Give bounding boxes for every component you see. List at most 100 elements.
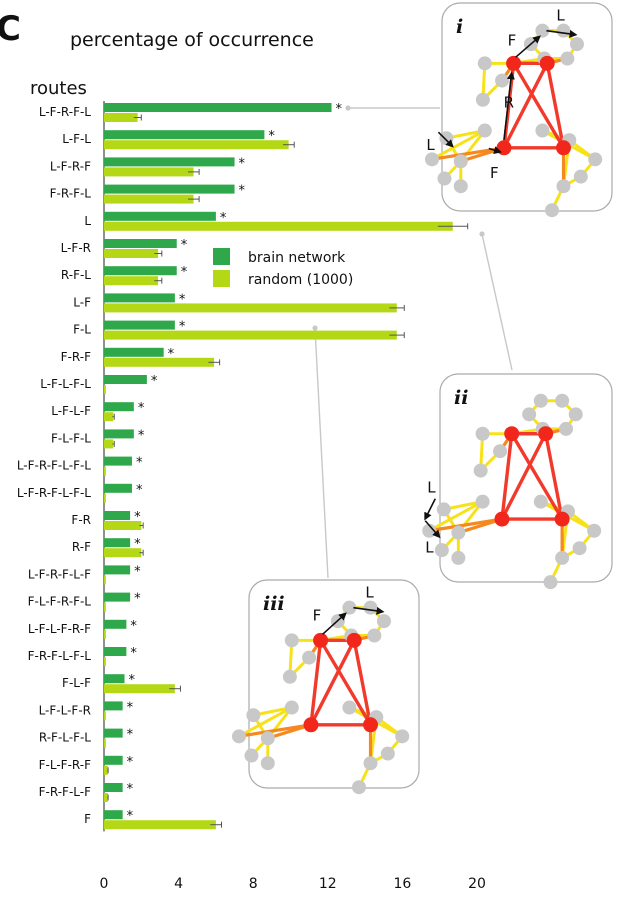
network-node <box>246 708 261 723</box>
route-letter: R <box>504 93 514 111</box>
significance-star-25: * <box>127 782 134 797</box>
hub-node <box>496 140 512 156</box>
significance-star-17: * <box>134 564 141 579</box>
hub-node <box>363 717 379 733</box>
edge-red <box>543 433 564 520</box>
inset-label: ii <box>454 387 468 409</box>
x-tick-label-0: 0 <box>100 876 109 892</box>
legend-swatch-random <box>213 270 230 287</box>
bar-brain-2 <box>104 157 235 167</box>
bar-random-14 <box>104 493 106 503</box>
inset-label: iii <box>263 593 285 615</box>
network-node <box>588 152 603 167</box>
category-label-6: R-F-L <box>61 268 91 282</box>
bar-random-23 <box>104 738 106 748</box>
edge-yellow <box>428 500 484 533</box>
leader-lines <box>312 105 513 579</box>
network-node <box>556 23 571 38</box>
category-label-8: F-L <box>73 323 91 337</box>
category-label-21: F-L-F <box>62 676 91 690</box>
edge-orange <box>428 517 503 533</box>
network-node <box>569 37 584 52</box>
category-label-17: L-F-R-F-L-F <box>28 567 91 581</box>
bar-random-20 <box>104 657 106 666</box>
network-node <box>284 633 299 648</box>
category-label-23: R-F-L-F-L <box>39 731 91 745</box>
category-label-10: L-F-L-F-L <box>40 377 91 391</box>
edge-red <box>510 432 564 520</box>
network-node <box>475 92 490 107</box>
category-label-13: L-F-R-F-L-F-L <box>17 459 91 473</box>
route-arrow <box>546 29 578 38</box>
x-tick-label-2: 8 <box>249 876 258 892</box>
hub-node <box>539 55 555 71</box>
network-node <box>572 541 587 556</box>
x-tick-label-5: 20 <box>468 876 486 892</box>
category-label-25: F-R-F-L-F <box>39 785 91 799</box>
edge-red <box>309 639 356 726</box>
category-label-19: L-F-L-F-R-F <box>28 622 91 636</box>
significance-star-0: * <box>336 102 343 117</box>
network-node <box>352 780 366 795</box>
legend: brain network random (1000) <box>213 248 353 288</box>
bar-brain-7 <box>104 293 175 303</box>
network-node <box>493 444 508 459</box>
bar-brain-14 <box>104 483 132 493</box>
network-node <box>495 73 510 88</box>
category-label-7: L-F <box>73 295 91 309</box>
network-node <box>533 393 548 408</box>
bar-random-9 <box>104 357 215 367</box>
significance-star-23: * <box>127 728 134 743</box>
route-letter: L <box>427 479 436 497</box>
bar-random-7 <box>104 303 397 313</box>
network-node <box>380 746 395 761</box>
bar-random-15 <box>104 521 142 530</box>
legend-label-random: random (1000) <box>248 272 353 288</box>
network-node <box>367 628 382 643</box>
category-label-24: F-L-F-R-F <box>39 758 91 772</box>
edge-red <box>502 62 549 149</box>
network-node <box>260 756 275 771</box>
edge-red <box>352 639 373 726</box>
category-label-12: F-L-F-L <box>51 431 91 445</box>
significance-star-26: * <box>127 809 134 824</box>
bar-brain-5 <box>104 239 177 248</box>
route-arrow <box>488 146 502 154</box>
bar-random-22 <box>104 711 106 721</box>
network-node <box>451 525 466 540</box>
leader-line-ii <box>481 233 513 371</box>
bar-brain-25 <box>104 783 123 792</box>
significance-star-15: * <box>134 510 141 525</box>
bar-random-12 <box>104 439 114 449</box>
network-node <box>533 494 548 509</box>
network-node <box>451 550 466 565</box>
bar-brain-18 <box>104 592 131 602</box>
network-node <box>342 600 357 615</box>
bar-brain-23 <box>104 728 123 738</box>
network-node <box>244 748 259 763</box>
bar-random-3 <box>104 194 194 204</box>
hub-node <box>494 511 510 527</box>
x-tick-label-1: 4 <box>174 876 183 892</box>
route-arrow <box>437 131 454 148</box>
network-node <box>439 131 454 146</box>
route-letter: F <box>490 164 499 182</box>
x-tick-label-4: 16 <box>393 876 411 892</box>
category-label-9: F-R-F <box>61 350 91 364</box>
route-letter: F <box>313 606 322 624</box>
network-node <box>535 23 550 38</box>
significance-star-14: * <box>136 483 143 498</box>
bar-random-2 <box>104 167 194 177</box>
network-node <box>556 179 571 194</box>
leader-line-iii <box>314 327 329 579</box>
category-label-26: F <box>84 812 91 826</box>
hub-node <box>556 140 572 156</box>
significance-star-1: * <box>268 129 275 144</box>
network-node <box>453 179 468 194</box>
network-node <box>453 154 468 169</box>
bar-brain-8 <box>104 320 175 330</box>
network-node <box>475 426 490 441</box>
route-letter: L <box>365 584 374 602</box>
category-label-5: L-F-R <box>61 241 91 255</box>
